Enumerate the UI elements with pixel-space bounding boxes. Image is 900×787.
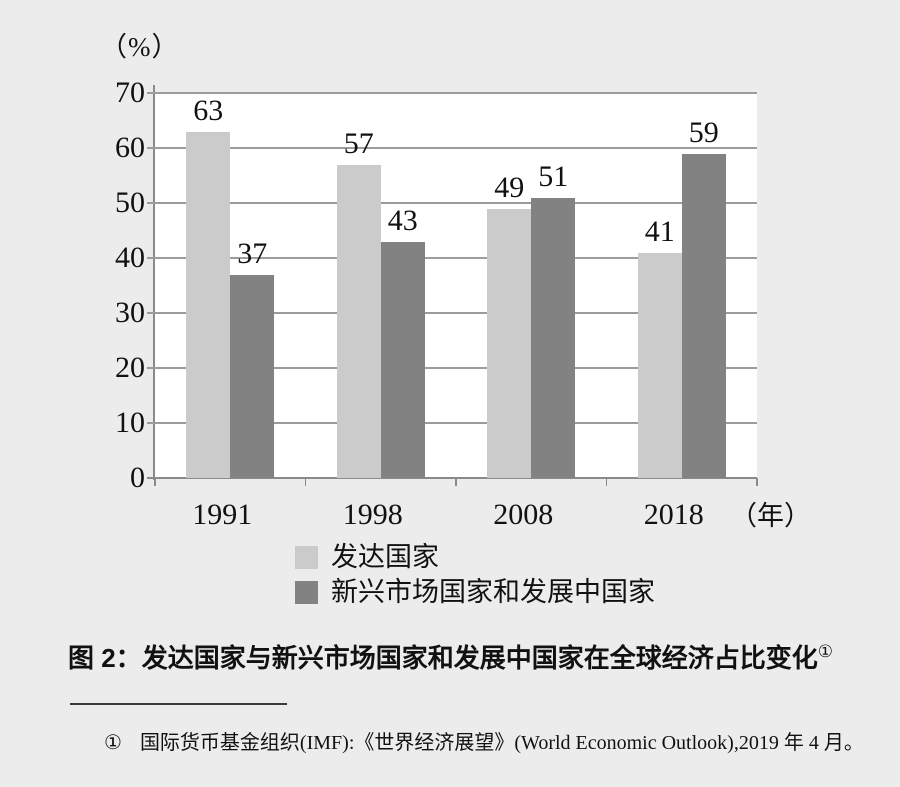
bar-1991-series0 [186, 131, 231, 478]
footnote: ① 国际货币基金组织(IMF):《世界经济展望》(World Economic O… [104, 729, 864, 757]
y-axis-line [153, 85, 155, 480]
bar-value-label: 43 [387, 203, 418, 237]
bar-2018-series1 [681, 153, 726, 478]
bar-value-label: 63 [193, 93, 224, 127]
x-axis-unit-label: （年） [730, 501, 811, 531]
gridline-40 [147, 257, 757, 259]
gridline-60 [147, 147, 757, 149]
x-axis-tick-mark [455, 478, 457, 486]
bar-1998-series1 [380, 241, 425, 478]
y-tick-label-50: 50 [115, 186, 145, 219]
gridline-20 [147, 367, 757, 369]
chart-legend: 发达国家新兴市场国家和发展中国家 [295, 541, 655, 615]
x-axis-tick-mark [154, 478, 156, 486]
x-axis-tick-mark [605, 478, 608, 486]
legend-item-1: 新兴市场国家和发展中国家 [295, 576, 655, 607]
x-axis-line [147, 477, 757, 479]
bar-value-label: 37 [237, 236, 268, 270]
bar-1991-series1 [230, 274, 275, 478]
y-tick-label-30: 30 [115, 296, 145, 329]
bar-value-label: 41 [644, 214, 675, 248]
caption-footnote-ref: ① [817, 642, 833, 661]
figure-caption: 图 2：发达国家与新兴市场国家和发展中国家在全球经济占比变化① [68, 636, 833, 674]
gridline-30 [147, 312, 757, 314]
caption-text: 发达国家与新兴市场国家和发展中国家在全球经济占比变化 [141, 643, 818, 673]
x-tick-label-1991: 1991 [192, 498, 253, 531]
gridline-10 [147, 422, 757, 424]
y-tick-label-20: 20 [115, 351, 145, 384]
footnote-text: 国际货币基金组织(IMF):《世界经济展望》(World Economic Ou… [139, 732, 864, 754]
bar-value-label: 49 [494, 170, 525, 204]
y-tick-label-10: 10 [115, 406, 145, 439]
bar-2008-series0 [487, 208, 532, 478]
x-axis-tick-labels: 1991 1998 2008 2018 [155, 498, 757, 534]
x-tick-label-2018: 2018 [643, 498, 704, 531]
bar-value-label: 59 [688, 115, 719, 149]
x-tick-label-2008: 2008 [493, 498, 554, 531]
y-tick-label-40: 40 [115, 241, 145, 274]
plot-area: 63 37 57 43 49 51 41 59 [147, 85, 758, 486]
legend-label: 发达国家 [331, 541, 439, 572]
bar-2008-series1 [531, 197, 576, 478]
gridline-50 [147, 202, 757, 204]
y-axis-tick-labels: 70 60 50 40 30 20 10 0 [50, 77, 145, 494]
x-axis-tick-mark [756, 478, 758, 486]
legend-swatch-icon [295, 580, 318, 604]
bar-2018-series0 [637, 252, 682, 478]
footnote-divider [70, 703, 287, 705]
y-tick-label-0: 0 [130, 461, 145, 494]
bar-1998-series0 [336, 164, 381, 478]
legend-label: 新兴市场国家和发展中国家 [331, 576, 655, 607]
x-axis-tick-mark [304, 478, 307, 486]
y-tick-label-60: 60 [115, 131, 145, 164]
y-axis-unit-label: （%） [100, 32, 180, 62]
gridline-70 [147, 92, 757, 94]
footnote-marker: ① [104, 732, 122, 754]
legend-swatch-icon [295, 545, 318, 569]
bar-value-label: 57 [343, 126, 374, 160]
caption-label: 图 2： [68, 643, 142, 673]
legend-item-0: 发达国家 [295, 541, 655, 572]
bar-value-label: 51 [538, 159, 569, 193]
y-tick-label-70: 70 [115, 76, 145, 109]
x-tick-label-1998: 1998 [342, 498, 403, 531]
